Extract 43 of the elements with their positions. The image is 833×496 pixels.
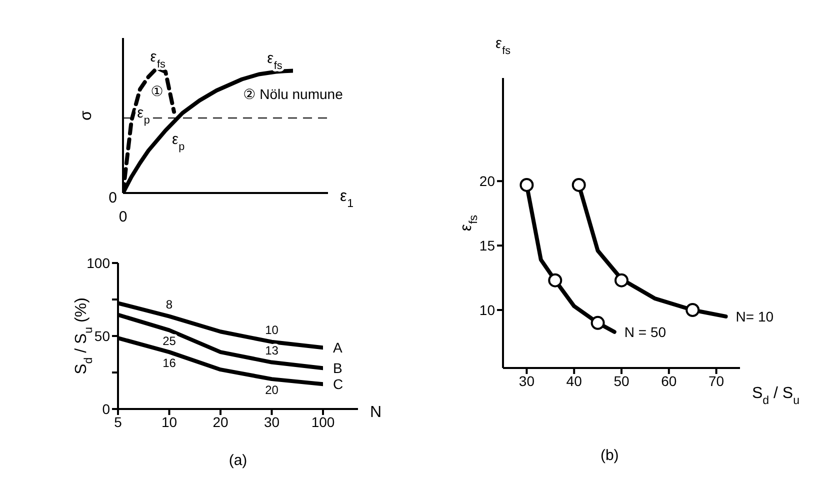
- y-tick-label: 100: [86, 254, 110, 271]
- series-label: N = 50: [624, 324, 666, 340]
- series-label: N= 10: [736, 308, 774, 324]
- x-tick-label: 50: [614, 372, 630, 389]
- x-tick-label: 10: [161, 414, 178, 430]
- x-axis-title: ε$_{1}$: [340, 188, 354, 210]
- point: [572, 178, 586, 192]
- point: [590, 316, 605, 330]
- x-tick-label: 40: [566, 372, 582, 389]
- series-label: A: [333, 340, 343, 356]
- x-tick-label: 100: [311, 414, 335, 430]
- annotation: ε$_{p}$: [137, 104, 150, 126]
- annotation: 13: [265, 343, 279, 358]
- point: [520, 178, 534, 192]
- x-tick-label: 30: [264, 414, 280, 430]
- y-tick-label: 0: [102, 400, 110, 417]
- x-tick-label: 20: [212, 414, 228, 430]
- text: 0: [118, 208, 128, 226]
- text: (b): [600, 447, 619, 464]
- y-tick-label: 20: [479, 173, 496, 190]
- y-tick-label: 10: [479, 302, 496, 318]
- x-tick-label: 5: [114, 414, 122, 430]
- y-tick-label: 15: [479, 238, 496, 254]
- point: [686, 303, 700, 317]
- point: [614, 273, 628, 288]
- series-label: B: [333, 360, 342, 376]
- annotation: ε$_{p}$: [172, 130, 185, 153]
- series-label: ①: [150, 83, 164, 99]
- text: (a): [228, 452, 248, 470]
- y-tick-label: 50: [94, 328, 110, 344]
- annotation: 25: [162, 334, 176, 348]
- annotation: 10: [265, 322, 279, 337]
- series-label: C: [333, 376, 344, 392]
- annotation: 16: [162, 356, 176, 370]
- x-tick-label: 70: [708, 372, 724, 389]
- x-axis-title: N: [370, 404, 382, 421]
- y-axis-title: σ: [78, 110, 95, 120]
- point: [548, 273, 562, 288]
- series-label: ② Nölu numune: [243, 86, 344, 102]
- x-axis-title: S$_{d}$ / S$_{u}$: [752, 385, 800, 407]
- x-tick-label: 30: [518, 372, 535, 389]
- annotation: 8: [166, 297, 173, 312]
- x-tick-label: 60: [661, 372, 677, 389]
